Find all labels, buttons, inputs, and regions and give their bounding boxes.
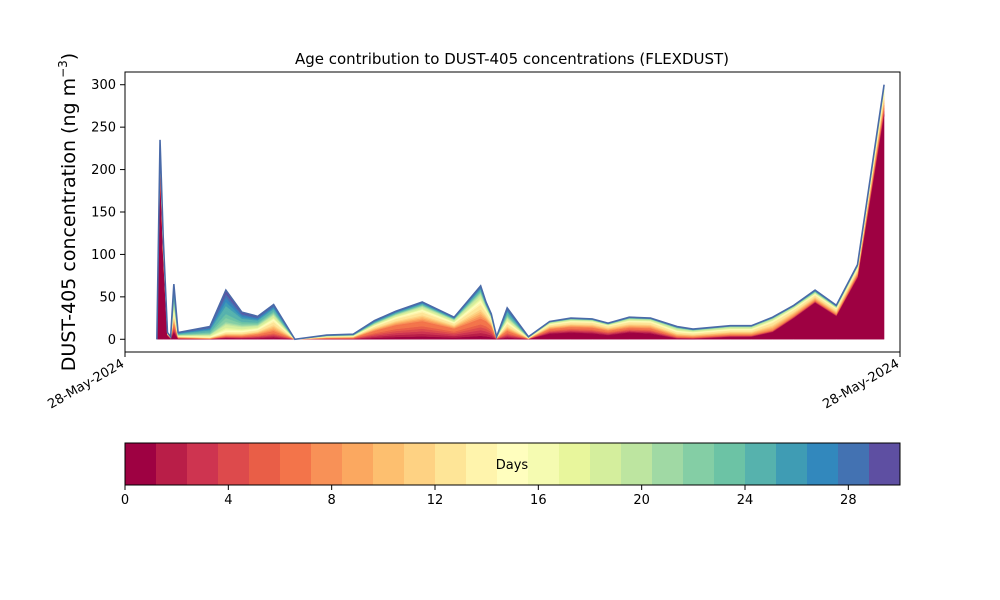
colorbar-tick-label: 0 bbox=[121, 493, 129, 508]
area-day-2 bbox=[156, 112, 885, 340]
area-day-8 bbox=[156, 103, 885, 340]
colorbar-tick-label: 28 bbox=[840, 493, 857, 508]
area-day-17 bbox=[156, 90, 885, 340]
area-day-12 bbox=[156, 95, 885, 340]
colorbar-segment bbox=[776, 443, 808, 485]
colorbar-segment bbox=[683, 443, 715, 485]
y-axis-label-sup: −3 bbox=[56, 60, 70, 78]
colorbar-segment bbox=[373, 443, 405, 485]
colorbar-label: Days bbox=[496, 458, 529, 473]
area-day-9 bbox=[156, 101, 885, 340]
colorbar-tick-label: 8 bbox=[328, 493, 336, 508]
colorbar-segment bbox=[435, 443, 467, 485]
area-day-16 bbox=[156, 90, 885, 340]
colorbar-segment bbox=[156, 443, 188, 485]
area-day-15 bbox=[156, 91, 885, 340]
area-day-3 bbox=[156, 110, 885, 340]
area-day-11 bbox=[156, 97, 885, 340]
y-tick-label: 0 bbox=[108, 333, 116, 348]
colorbar-segment bbox=[559, 443, 591, 485]
area-day-22 bbox=[156, 86, 885, 340]
area-day-7 bbox=[156, 105, 885, 340]
colorbar-segment bbox=[590, 443, 622, 485]
area-day-4 bbox=[156, 109, 885, 340]
colorbar-tick-label: 16 bbox=[530, 493, 547, 508]
area-day-27 bbox=[156, 85, 885, 340]
y-tick-label: 150 bbox=[91, 206, 116, 221]
colorbar-segment bbox=[187, 443, 219, 485]
y-axis-ticks: 0 50 100 150 200 250 300 bbox=[91, 78, 125, 348]
area-day-13 bbox=[156, 94, 885, 340]
colorbar-tick-label: 12 bbox=[427, 493, 444, 508]
colorbar-segment bbox=[745, 443, 777, 485]
y-tick-label: 100 bbox=[91, 248, 116, 263]
area-day-0 bbox=[156, 115, 885, 340]
colorbar-segment bbox=[838, 443, 870, 485]
y-tick-label: 250 bbox=[91, 121, 116, 136]
colorbar-segment bbox=[466, 443, 498, 485]
area-day-18 bbox=[156, 89, 885, 340]
area-day-26 bbox=[156, 85, 885, 340]
colorbar-segment bbox=[404, 443, 436, 485]
y-axis-label-close: ) bbox=[58, 53, 80, 60]
area-day-29 bbox=[156, 84, 885, 340]
area-day-10 bbox=[156, 99, 885, 340]
colorbar-segment bbox=[869, 443, 901, 485]
area-day-6 bbox=[156, 106, 885, 340]
area-day-24 bbox=[156, 86, 885, 340]
area-day-20 bbox=[156, 87, 885, 340]
colorbar-segment bbox=[311, 443, 343, 485]
area-day-19 bbox=[156, 88, 885, 340]
colorbar-segment bbox=[807, 443, 839, 485]
total-outline-line bbox=[156, 84, 885, 341]
y-axis-label-main: DUST-405 concentration (ng m bbox=[58, 78, 80, 371]
colorbar-segment bbox=[714, 443, 746, 485]
colorbar-ticks: 0 4 8 12 16 20 24 28 bbox=[121, 485, 857, 508]
colorbar-frame bbox=[124, 442, 901, 486]
colorbar-segment bbox=[280, 443, 312, 485]
colorbar-tick-label: 4 bbox=[224, 493, 232, 508]
y-tick-label: 50 bbox=[99, 290, 116, 305]
chart-title: Age contribution to DUST-405 concentrati… bbox=[295, 50, 729, 68]
colorbar-tick-label: 24 bbox=[737, 493, 754, 508]
colorbar-segment bbox=[528, 443, 560, 485]
colorbar-segment bbox=[218, 443, 250, 485]
plot-frame bbox=[124, 71, 901, 353]
area-day-14 bbox=[156, 92, 885, 340]
colorbar-segment bbox=[652, 443, 684, 485]
y-tick-label: 300 bbox=[91, 78, 116, 93]
colorbar-segment bbox=[497, 443, 529, 485]
area-day-23 bbox=[156, 86, 885, 340]
y-tick-label: 200 bbox=[91, 163, 116, 178]
colorbar-tick-label: 20 bbox=[633, 493, 650, 508]
y-axis-label: DUST-405 concentration (ng m−3) bbox=[56, 53, 80, 371]
area-day-5 bbox=[156, 107, 885, 340]
colorbar-segment bbox=[621, 443, 653, 485]
area-day-25 bbox=[156, 85, 885, 340]
x-axis-ticks: 28-May-2024 28-May-2024 bbox=[45, 352, 902, 412]
area-day-1 bbox=[156, 113, 885, 340]
colorbar-segment bbox=[342, 443, 374, 485]
area-day-21 bbox=[156, 87, 885, 340]
x-tick-label: 28-May-2024 bbox=[820, 356, 902, 412]
colorbar-segment bbox=[125, 443, 157, 485]
area-day-28 bbox=[156, 85, 885, 340]
colorbar-segment bbox=[249, 443, 281, 485]
stacked-area-layers bbox=[156, 84, 885, 341]
colorbar bbox=[124, 442, 901, 486]
